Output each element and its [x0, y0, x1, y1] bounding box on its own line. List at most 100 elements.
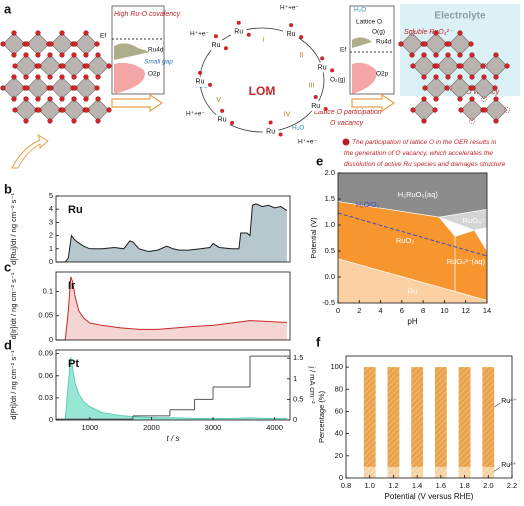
oxygen — [330, 68, 335, 73]
water: H₂O — [292, 125, 304, 132]
oxygen — [23, 118, 29, 124]
y-axis-label: d[Pt]/dt / ng cm⁻² s⁻¹ — [9, 350, 18, 420]
caption-line: dissolution of active Ru species and dam… — [344, 161, 506, 168]
series-label: Ru⁴⁺ — [501, 398, 517, 405]
y-tick-label: 100 — [330, 362, 343, 371]
octahedron — [412, 98, 436, 122]
band-label: Ru4d — [376, 39, 392, 46]
oxygen — [469, 74, 475, 80]
x-tick-label: 1.4 — [412, 481, 422, 490]
oxygen — [421, 74, 427, 80]
y-tick-label: 20 — [335, 451, 343, 460]
caption-line: The participation of lattice O in the OE… — [352, 139, 497, 146]
oxygen — [95, 96, 101, 102]
y-tick-label: 0 — [49, 335, 53, 344]
octahedron — [484, 98, 508, 122]
oxygen — [72, 85, 78, 91]
fermi-label: Ef — [100, 33, 106, 40]
oxygen — [482, 107, 488, 113]
region-label: Ru — [408, 286, 418, 295]
panel-label: c — [4, 259, 11, 274]
y-tick-label: 0 — [49, 257, 53, 266]
oxygen — [36, 107, 42, 113]
oxygen — [299, 35, 304, 40]
panel-label: e — [316, 153, 323, 168]
area-fill — [56, 357, 287, 420]
octahedron — [86, 54, 110, 78]
oxygen — [320, 56, 325, 61]
y-tick-label: 2 — [49, 231, 53, 240]
octahedron — [74, 76, 98, 100]
oxygen — [433, 74, 439, 80]
oxygen — [198, 70, 203, 75]
oxygen — [410, 107, 416, 113]
x-tick-label: 2.2 — [507, 481, 517, 490]
chart: Ru³⁺ Ru⁴⁺ — [363, 367, 517, 478]
octahedron — [38, 98, 62, 122]
y-tick-label: 40 — [335, 429, 343, 438]
bullet — [342, 138, 350, 146]
y-tick-label: 0.0 — [325, 272, 335, 281]
oxygen — [59, 30, 65, 36]
area-line — [56, 203, 288, 263]
site-bg — [207, 40, 224, 51]
y-tick-label: 2.0 — [325, 168, 335, 177]
y-tick-label: 4 — [49, 204, 53, 213]
x-tick-label: 10 — [440, 306, 448, 315]
region-label: RuO₄²⁻(aq) — [447, 257, 486, 266]
cycle-name: LOM — [249, 84, 276, 98]
oxygen — [60, 63, 66, 69]
y-tick-label: 1 — [49, 244, 53, 253]
plot-frame — [55, 195, 291, 263]
electrolyte-title: Electrolyte — [434, 11, 486, 22]
oxygen — [492, 85, 498, 91]
y-tick-label: 0 — [339, 473, 343, 482]
site: Ru — [318, 64, 327, 71]
oxygen — [24, 85, 30, 91]
oxygen — [71, 74, 77, 80]
water-line — [337, 212, 488, 257]
panel-label: a — [4, 1, 12, 16]
gap-label: Small gap — [144, 59, 173, 66]
oxygen — [106, 107, 112, 113]
x-tick-label: 3000 — [205, 423, 222, 432]
oxygen — [83, 30, 89, 36]
oxygen — [457, 74, 463, 80]
oxygen — [84, 63, 90, 69]
oxygen — [12, 107, 18, 113]
gas: O(g) — [372, 29, 385, 36]
proton: H⁺+e⁻ — [186, 111, 206, 118]
oxygen — [457, 30, 463, 36]
vacancy — [504, 107, 510, 113]
y-tick-label: 0.09 — [38, 349, 53, 358]
x-tick-label: 1.6 — [436, 481, 446, 490]
caption-line: the generation of O vacancy, which accel… — [344, 150, 493, 157]
oxygen — [289, 23, 294, 28]
oxygen — [504, 63, 510, 69]
x-axis-label: t / s — [167, 434, 180, 443]
x-tick-label: 4 — [378, 306, 382, 315]
bar-segment — [482, 466, 495, 478]
x-tick-label: 0 — [336, 306, 340, 315]
arrow — [11, 133, 49, 169]
oxygen — [83, 52, 89, 58]
oxygen — [35, 52, 41, 58]
series-label: Ru — [68, 204, 83, 216]
oxygen — [35, 74, 41, 80]
proton: H⁺+e⁻ — [190, 31, 210, 38]
panel-label: b — [4, 181, 12, 196]
oxygen — [11, 74, 17, 80]
oxygen — [71, 118, 77, 124]
octahedron — [50, 32, 74, 56]
oxygen — [0, 85, 6, 91]
step-label: V — [216, 97, 221, 104]
oxygen — [48, 41, 54, 47]
oxygen — [422, 41, 428, 47]
site: Ru — [311, 103, 320, 110]
oxygen — [95, 74, 101, 80]
octahedron — [460, 98, 484, 122]
octahedron — [62, 98, 86, 122]
x-axis-label: pH — [407, 317, 417, 326]
oxygen — [220, 108, 225, 113]
x-tick-label: 4000 — [266, 423, 283, 432]
